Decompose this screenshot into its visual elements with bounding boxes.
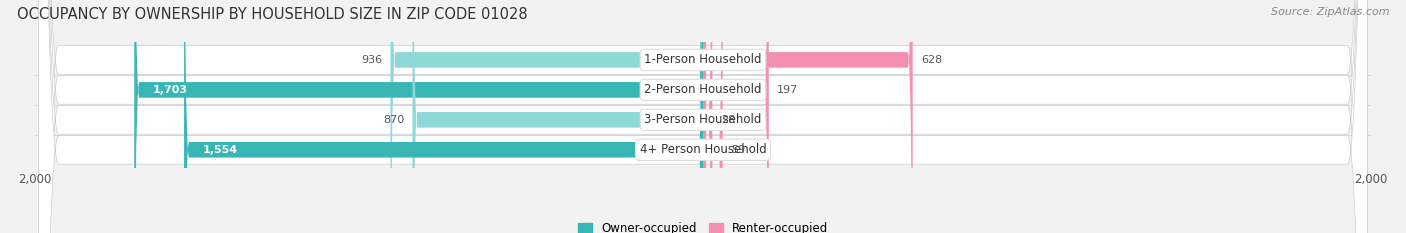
FancyBboxPatch shape xyxy=(184,0,703,233)
FancyBboxPatch shape xyxy=(703,0,723,233)
Text: OCCUPANCY BY OWNERSHIP BY HOUSEHOLD SIZE IN ZIP CODE 01028: OCCUPANCY BY OWNERSHIP BY HOUSEHOLD SIZE… xyxy=(17,7,527,22)
FancyBboxPatch shape xyxy=(38,0,1368,233)
FancyBboxPatch shape xyxy=(38,0,1368,233)
Text: 28: 28 xyxy=(721,115,735,125)
Text: 628: 628 xyxy=(921,55,942,65)
FancyBboxPatch shape xyxy=(38,0,1368,233)
Text: Source: ZipAtlas.com: Source: ZipAtlas.com xyxy=(1271,7,1389,17)
FancyBboxPatch shape xyxy=(412,0,703,233)
Text: 4+ Person Household: 4+ Person Household xyxy=(640,143,766,156)
Text: 936: 936 xyxy=(361,55,382,65)
FancyBboxPatch shape xyxy=(38,0,1368,233)
Text: 1,554: 1,554 xyxy=(202,145,238,155)
Text: 3-Person Household: 3-Person Household xyxy=(644,113,762,126)
FancyBboxPatch shape xyxy=(703,0,769,233)
FancyBboxPatch shape xyxy=(391,0,703,233)
FancyBboxPatch shape xyxy=(703,0,713,233)
FancyBboxPatch shape xyxy=(135,0,703,233)
Text: 1,703: 1,703 xyxy=(153,85,187,95)
Text: 2-Person Household: 2-Person Household xyxy=(644,83,762,96)
Legend: Owner-occupied, Renter-occupied: Owner-occupied, Renter-occupied xyxy=(572,217,834,233)
Text: 197: 197 xyxy=(778,85,799,95)
Text: 1-Person Household: 1-Person Household xyxy=(644,53,762,66)
FancyBboxPatch shape xyxy=(703,0,912,233)
Text: 870: 870 xyxy=(382,115,404,125)
Text: 59: 59 xyxy=(731,145,745,155)
